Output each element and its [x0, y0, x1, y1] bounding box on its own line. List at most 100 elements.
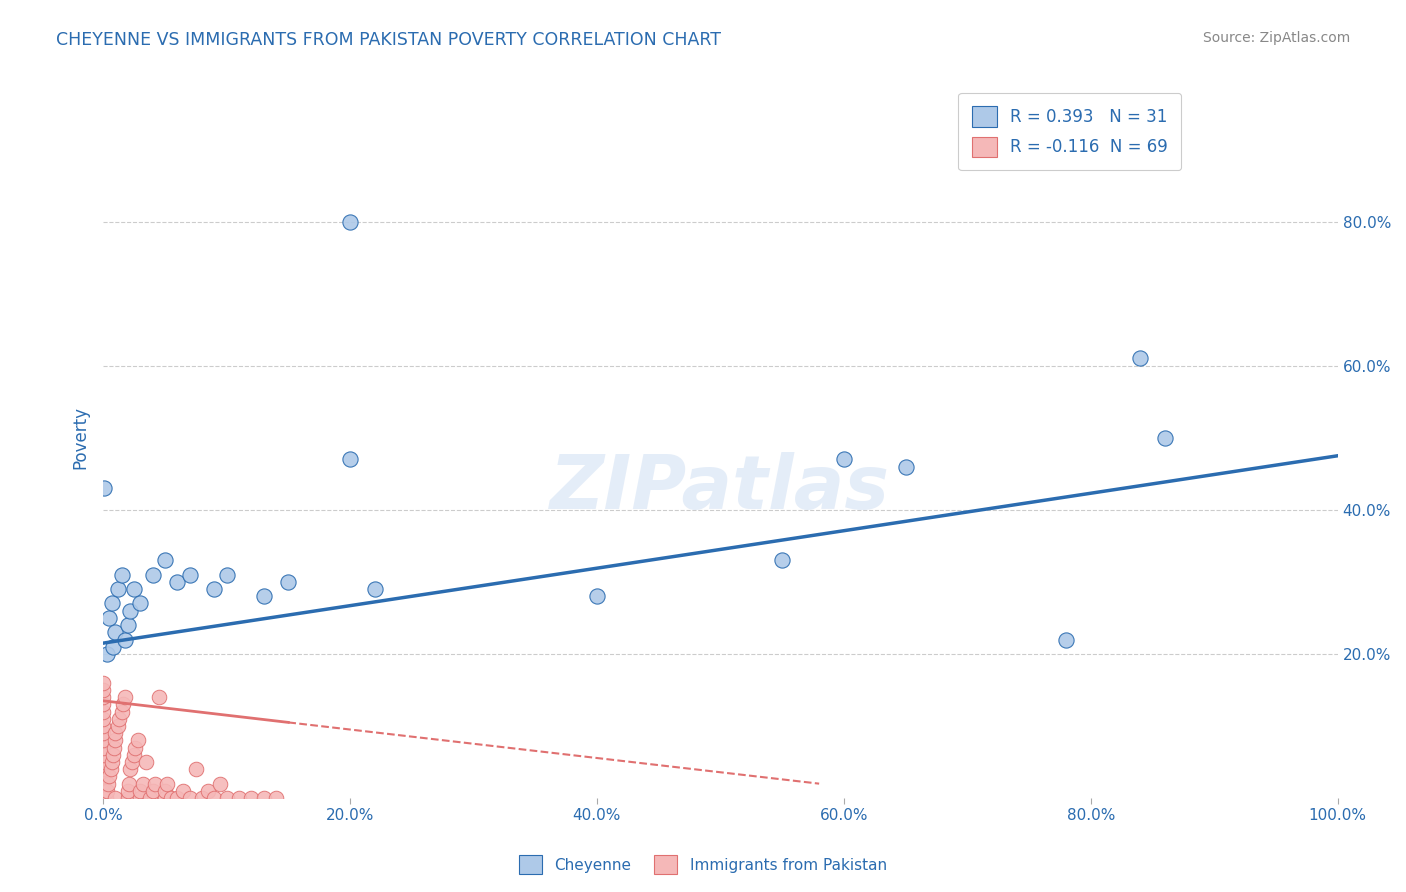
Point: [184, 762, 207, 776]
Point: [143, 777, 166, 791]
Point: [96, 784, 118, 798]
Point: [141, 567, 163, 582]
Point: [197, 784, 219, 798]
Point: [104, 733, 127, 747]
Point: [111, 698, 134, 712]
Point: [91, 769, 114, 783]
Point: [91, 740, 114, 755]
Point: [166, 574, 188, 589]
Point: [135, 755, 157, 769]
Text: CHEYENNE VS IMMIGRANTS FROM PAKISTAN POVERTY CORRELATION CHART: CHEYENNE VS IMMIGRANTS FROM PAKISTAN POV…: [56, 31, 721, 49]
Point: [91, 698, 114, 712]
Point: [252, 791, 274, 805]
Point: [91, 777, 114, 791]
Point: [91, 712, 114, 726]
Legend: R = 0.393   N = 31, R = -0.116  N = 69: R = 0.393 N = 31, R = -0.116 N = 69: [959, 93, 1181, 170]
Point: [107, 719, 129, 733]
Point: [153, 784, 176, 798]
Point: [100, 597, 122, 611]
Point: [228, 791, 250, 805]
Point: [100, 755, 122, 769]
Point: [107, 582, 129, 596]
Point: [97, 777, 120, 791]
Point: [122, 747, 145, 762]
Point: [91, 784, 114, 798]
Point: [339, 452, 361, 467]
Point: [121, 755, 143, 769]
Point: [96, 647, 118, 661]
Point: [91, 784, 114, 798]
Point: [104, 726, 127, 740]
Text: Source: ZipAtlas.com: Source: ZipAtlas.com: [1202, 31, 1350, 45]
Point: [114, 690, 136, 705]
Point: [120, 762, 142, 776]
Text: ZIPatlas: ZIPatlas: [550, 451, 890, 524]
Point: [91, 791, 114, 805]
Point: [215, 791, 238, 805]
Point: [832, 452, 855, 467]
Point: [339, 214, 361, 228]
Point: [103, 740, 125, 755]
Point: [153, 553, 176, 567]
Point: [129, 597, 152, 611]
Point: [117, 784, 139, 798]
Point: [98, 611, 121, 625]
Point: [122, 582, 145, 596]
Point: [91, 791, 114, 805]
Point: [139, 791, 162, 805]
Point: [129, 791, 152, 805]
Point: [202, 582, 225, 596]
Point: [91, 791, 114, 805]
Point: [252, 589, 274, 603]
Point: [141, 784, 163, 798]
Point: [120, 604, 142, 618]
Point: [202, 791, 225, 805]
Point: [153, 791, 176, 805]
Point: [131, 777, 153, 791]
Point: [104, 625, 127, 640]
Point: [148, 690, 170, 705]
Point: [118, 777, 141, 791]
Legend: Cheyenne, Immigrants from Pakistan: Cheyenne, Immigrants from Pakistan: [513, 849, 893, 880]
Point: [1153, 431, 1175, 445]
Point: [91, 675, 114, 690]
Point: [160, 791, 183, 805]
Point: [179, 567, 201, 582]
Point: [117, 618, 139, 632]
Point: [124, 740, 146, 755]
Point: [127, 733, 149, 747]
Point: [129, 784, 152, 798]
Point: [240, 791, 263, 805]
Point: [209, 777, 232, 791]
Point: [100, 762, 122, 776]
Point: [264, 791, 287, 805]
Point: [215, 567, 238, 582]
Y-axis label: Poverty: Poverty: [72, 406, 89, 469]
Point: [91, 690, 114, 705]
Point: [101, 640, 124, 654]
Point: [114, 632, 136, 647]
Point: [364, 582, 387, 596]
Point: [91, 755, 114, 769]
Point: [91, 747, 114, 762]
Point: [98, 769, 121, 783]
Point: [894, 459, 917, 474]
Point: [179, 791, 201, 805]
Point: [91, 719, 114, 733]
Point: [770, 553, 793, 567]
Point: [172, 784, 194, 798]
Point: [586, 589, 609, 603]
Point: [91, 733, 114, 747]
Point: [277, 574, 299, 589]
Point: [91, 726, 114, 740]
Point: [108, 712, 131, 726]
Point: [104, 791, 127, 805]
Point: [91, 762, 114, 776]
Point: [111, 567, 134, 582]
Point: [91, 705, 114, 719]
Point: [191, 791, 214, 805]
Point: [91, 683, 114, 698]
Point: [94, 791, 117, 805]
Point: [101, 747, 124, 762]
Point: [156, 777, 179, 791]
